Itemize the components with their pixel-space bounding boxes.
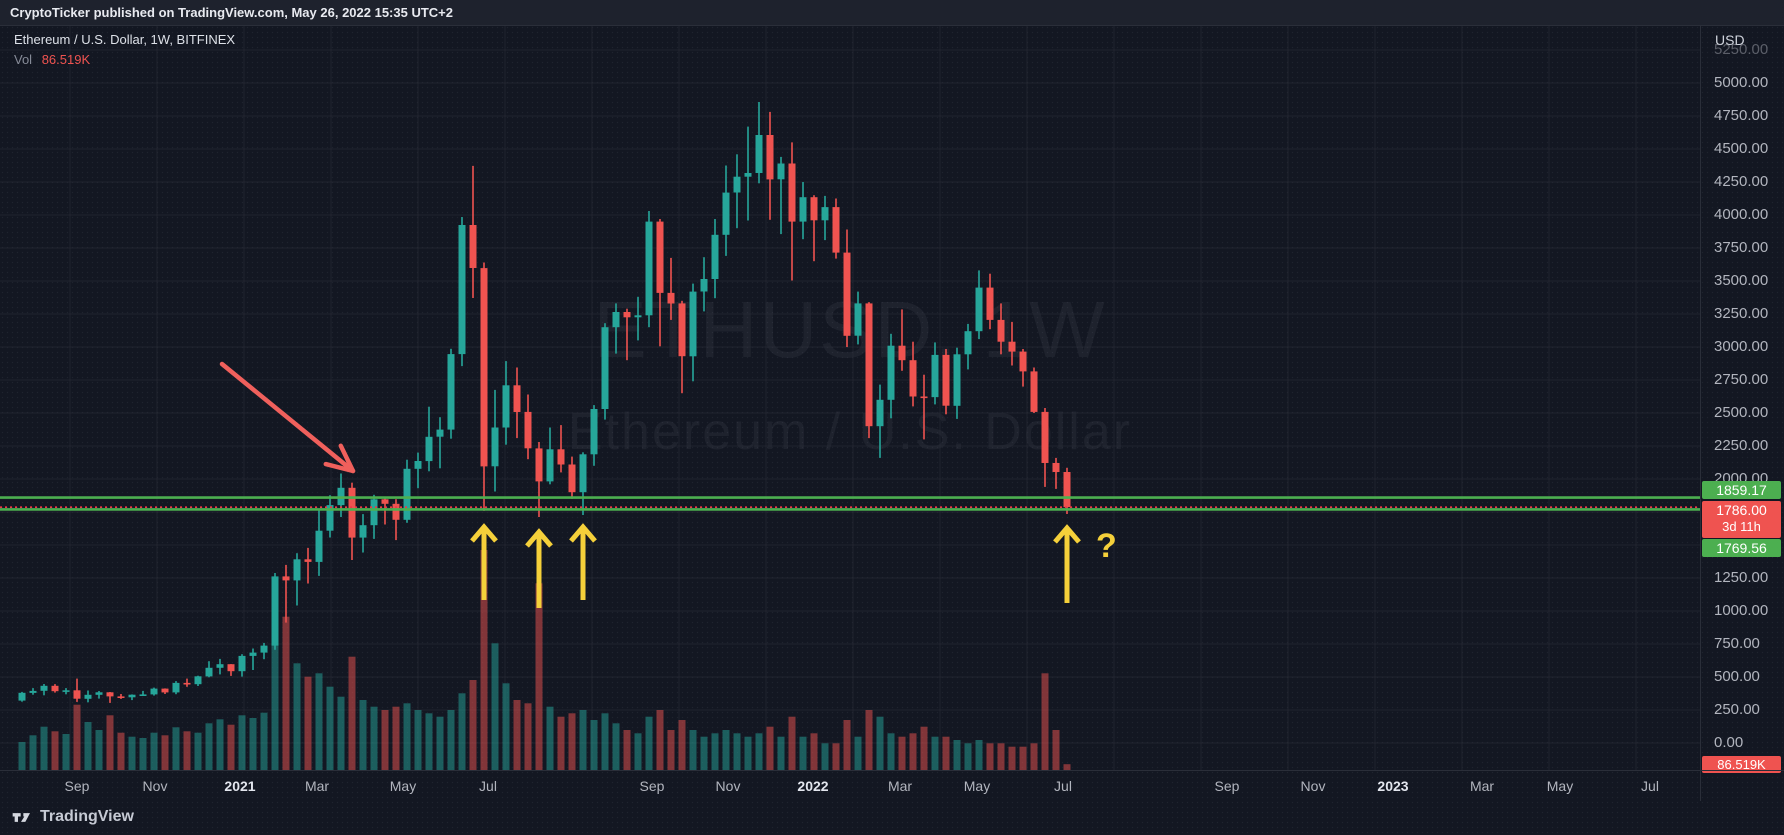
time-tick-label: 2021	[224, 778, 256, 794]
tradingview-brand[interactable]: TradingView	[12, 808, 134, 826]
time-tick-label: Sep	[1214, 778, 1240, 794]
time-tick-label: Sep	[639, 778, 665, 794]
time-tick-label: Nov	[142, 778, 168, 794]
price-axis-currency: USD	[1715, 32, 1745, 48]
price-tick-label: 4750.00	[1714, 107, 1769, 124]
price-tick-label: 5000.00	[1714, 74, 1769, 91]
time-tick-label: May	[1546, 778, 1574, 794]
badge-price-text: 1769.56	[1716, 540, 1767, 556]
price-tick-label: 4250.00	[1714, 173, 1769, 190]
volume-label: Vol	[14, 52, 33, 67]
time-tick-label: Nov	[1300, 778, 1326, 794]
price-tick-label: 1250.00	[1714, 569, 1769, 586]
badge-price-text: 1859.17	[1716, 482, 1767, 498]
badge-price-text: 1786.00	[1716, 502, 1767, 518]
time-tick-label: Jul	[1054, 778, 1072, 794]
price-tick-label: 5250.00	[1714, 41, 1769, 58]
yellow-up-arrow-annotation	[569, 523, 597, 600]
price-tick-label: 3500.00	[1714, 272, 1769, 289]
price-tick-label: 0.00	[1714, 734, 1744, 751]
red-arrow-annotation	[219, 361, 356, 474]
price-tick-label: 2250.00	[1714, 437, 1769, 454]
time-tick-label: May	[389, 778, 417, 794]
time-tick-label: 2022	[797, 778, 829, 794]
time-tick-label: Jul	[1641, 778, 1659, 794]
badge-price-text: 86.519K	[1717, 757, 1766, 772]
price-axis-badge-level: 1859.17	[1702, 481, 1781, 499]
publisher-bar: CryptoTicker published on TradingView.co…	[0, 0, 1784, 26]
time-axis[interactable]: Sep Nov 2021 Mar May Jul Sep Nov 2022 Mar May Jul Se…	[0, 770, 1784, 801]
price-tick-label: 2500.00	[1714, 404, 1769, 421]
chart-legend[interactable]: Ethereum / U.S. Dollar, 1W, BITFINEX Vol…	[14, 31, 235, 69]
price-tick-label: 500.00	[1714, 668, 1760, 685]
time-tick-label: May	[963, 778, 991, 794]
time-tick-label: Mar	[1469, 778, 1495, 794]
price-tick-label: 3750.00	[1714, 239, 1769, 256]
symbol-title[interactable]: Ethereum / U.S. Dollar, 1W, BITFINEX	[14, 32, 236, 47]
yellow-up-arrow-annotation	[470, 523, 498, 600]
time-tick-label: Mar	[304, 778, 330, 794]
price-axis-badge-volume: 86.519K	[1702, 756, 1781, 773]
time-tick-label: Nov	[715, 778, 741, 794]
price-tick-label: 1000.00	[1714, 602, 1769, 619]
question-mark-annotation: ?	[1096, 527, 1117, 565]
price-tick-label: 2750.00	[1714, 371, 1769, 388]
time-tick-label: Mar	[887, 778, 913, 794]
price-tick-label: 3000.00	[1714, 338, 1769, 355]
tradingview-brand-text: TradingView	[40, 808, 134, 825]
badge-countdown-text: 3d 11h	[1722, 519, 1761, 534]
price-chart-canvas[interactable]: ?	[0, 26, 1700, 770]
price-tick-label: 3250.00	[1714, 305, 1769, 322]
volume-value: 86.519K	[41, 52, 91, 67]
time-tick-label: Jul	[479, 778, 497, 794]
price-tick-label: 750.00	[1714, 635, 1760, 652]
time-tick-label: Sep	[64, 778, 90, 794]
price-axis-badge-level: 1769.56	[1702, 539, 1781, 557]
price-tick-label: 4500.00	[1714, 140, 1769, 157]
price-axis-badge-current-price-countdown: 1786.00 3d 11h	[1702, 501, 1781, 538]
footer-bar: TradingView	[0, 801, 1784, 835]
chart-pane[interactable]: ETHUSD, 1W Ethereum / U.S. Dollar ? Ethe…	[0, 26, 1700, 770]
yellow-up-arrow-annotation	[1053, 524, 1081, 603]
price-axis[interactable]: USD 5250.00 5000.00 4750.00 4500.00 4250.00 4…	[1700, 26, 1784, 801]
yellow-up-arrow-annotation	[525, 528, 553, 608]
price-tick-label: 250.00	[1714, 701, 1760, 718]
price-tick-label: 4000.00	[1714, 206, 1769, 223]
time-tick-label: 2023	[1377, 778, 1409, 794]
publisher-text: CryptoTicker published on TradingView.co…	[10, 5, 453, 20]
tradingview-logo-icon	[12, 812, 30, 822]
